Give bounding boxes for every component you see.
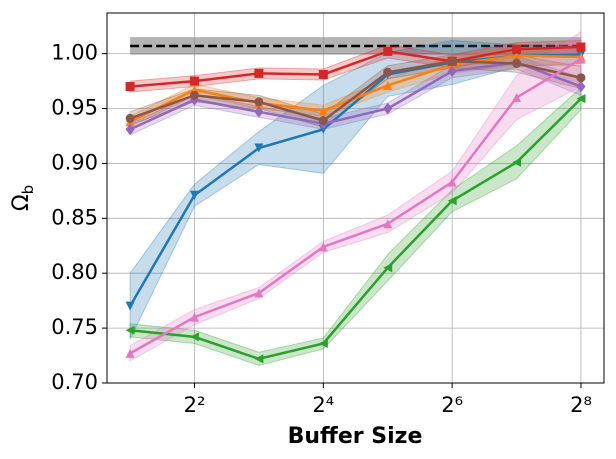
x-tick-label: 2⁶ bbox=[441, 393, 463, 417]
marker bbox=[254, 354, 264, 364]
marker bbox=[512, 157, 522, 167]
marker bbox=[576, 94, 586, 104]
marker bbox=[318, 69, 328, 79]
marker bbox=[512, 93, 522, 103]
marker bbox=[383, 263, 393, 273]
marker bbox=[576, 54, 586, 64]
marker bbox=[576, 42, 586, 52]
y-label-symbol: Ω bbox=[9, 194, 34, 211]
series-line bbox=[129, 60, 582, 122]
marker bbox=[254, 97, 264, 107]
marker bbox=[190, 76, 200, 86]
y-tick-label: 0.80 bbox=[51, 260, 98, 284]
y-tick-label: 0.75 bbox=[51, 315, 98, 339]
y-tick-label: 1.00 bbox=[51, 41, 98, 65]
marker bbox=[447, 65, 457, 78]
marker bbox=[190, 332, 200, 342]
marker bbox=[318, 116, 328, 126]
marker bbox=[190, 90, 200, 100]
marker bbox=[383, 46, 393, 56]
marker bbox=[383, 80, 393, 90]
x-tick-label: 2² bbox=[184, 393, 206, 417]
plot-frame bbox=[106, 12, 605, 384]
series-line bbox=[129, 45, 582, 88]
marker bbox=[447, 177, 457, 187]
error-band bbox=[129, 46, 582, 128]
series-line bbox=[129, 97, 582, 361]
y-tick-label: 0.90 bbox=[51, 150, 98, 174]
marker bbox=[318, 106, 328, 116]
y-tick-label: 0.70 bbox=[51, 370, 98, 394]
x-axis-label: Buffer Size bbox=[288, 424, 423, 449]
error-band bbox=[129, 86, 582, 366]
marker bbox=[125, 325, 135, 335]
marker bbox=[125, 301, 135, 311]
series-line bbox=[129, 58, 582, 355]
marker bbox=[254, 68, 264, 78]
x-tick-label: 2⁴ bbox=[312, 393, 334, 417]
marker bbox=[125, 123, 135, 136]
marker bbox=[576, 80, 586, 93]
marker bbox=[512, 59, 522, 69]
marker bbox=[254, 105, 264, 118]
marker bbox=[318, 338, 328, 348]
marker bbox=[383, 219, 393, 229]
marker bbox=[125, 82, 135, 92]
x-tick-label: 2⁸ bbox=[570, 393, 592, 417]
y-tick-label: 0.85 bbox=[51, 205, 98, 229]
marker bbox=[383, 67, 393, 77]
marker bbox=[125, 348, 135, 358]
marker bbox=[383, 102, 393, 115]
marker bbox=[254, 143, 264, 153]
marker bbox=[190, 312, 200, 322]
marker bbox=[512, 51, 522, 61]
marker bbox=[447, 56, 457, 66]
marker bbox=[576, 73, 586, 83]
marker bbox=[125, 113, 135, 123]
y-tick-label: 0.95 bbox=[51, 96, 98, 120]
y-axis-label: Ωb bbox=[9, 185, 37, 211]
marker bbox=[254, 288, 264, 298]
y-label-subscript: b bbox=[19, 185, 37, 195]
series-line bbox=[129, 54, 581, 123]
marker bbox=[190, 190, 200, 200]
marker bbox=[447, 196, 457, 206]
marker bbox=[318, 242, 328, 252]
marker bbox=[512, 44, 522, 54]
